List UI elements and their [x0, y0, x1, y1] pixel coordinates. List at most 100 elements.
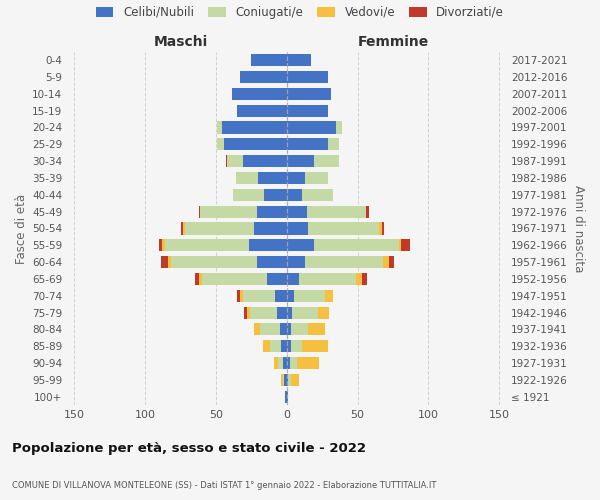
Bar	[287, 206, 307, 218]
Bar	[287, 340, 328, 352]
Bar	[287, 273, 356, 285]
Bar	[233, 188, 287, 201]
Bar	[287, 256, 383, 268]
Bar	[287, 206, 366, 218]
Bar	[287, 104, 328, 117]
Bar	[185, 222, 287, 234]
Bar	[287, 222, 308, 234]
Text: Femmine: Femmine	[358, 35, 428, 49]
Bar	[287, 222, 385, 234]
Bar	[281, 374, 287, 386]
Bar	[287, 239, 314, 252]
Bar	[275, 290, 287, 302]
Bar	[286, 390, 287, 403]
Bar	[237, 104, 287, 117]
Bar	[287, 172, 305, 184]
Bar	[195, 273, 287, 285]
Bar	[264, 188, 287, 201]
Bar	[287, 357, 296, 369]
Bar	[257, 256, 287, 268]
Text: Maschi: Maschi	[154, 35, 208, 49]
Bar	[199, 206, 287, 218]
Bar	[287, 374, 291, 386]
Bar	[247, 306, 287, 318]
Text: Popolazione per età, sesso e stato civile - 2022: Popolazione per età, sesso e stato civil…	[12, 442, 366, 455]
Text: COMUNE DI VILLANOVA MONTELEONE (SS) - Dati ISTAT 1° gennaio 2022 - Elaborazione : COMUNE DI VILLANOVA MONTELEONE (SS) - Da…	[12, 481, 436, 490]
Bar	[277, 306, 287, 318]
Bar	[284, 374, 287, 386]
Bar	[287, 273, 367, 285]
Bar	[202, 273, 287, 285]
Bar	[287, 290, 294, 302]
Bar	[287, 239, 398, 252]
Bar	[287, 188, 302, 201]
Bar	[287, 306, 329, 318]
Bar	[287, 290, 334, 302]
Bar	[224, 138, 287, 150]
Bar	[267, 273, 287, 285]
Bar	[287, 88, 331, 100]
Bar	[287, 222, 382, 234]
Bar	[287, 138, 328, 150]
Bar	[287, 290, 325, 302]
Bar	[232, 88, 287, 100]
Bar	[200, 206, 287, 218]
Bar	[287, 256, 305, 268]
Bar	[287, 138, 339, 150]
Legend: Celibi/Nubili, Coniugati/e, Vedovi/e, Divorziati/e: Celibi/Nubili, Coniugati/e, Vedovi/e, Di…	[96, 6, 504, 19]
Bar	[181, 222, 287, 234]
Bar	[251, 54, 287, 66]
Bar	[254, 324, 287, 336]
Bar	[283, 374, 287, 386]
Bar	[287, 340, 302, 352]
Bar	[287, 172, 328, 184]
Bar	[236, 172, 287, 184]
Bar	[237, 290, 287, 302]
Bar	[243, 290, 287, 302]
Bar	[287, 324, 291, 336]
Bar	[161, 256, 287, 268]
Bar	[240, 290, 287, 302]
Bar	[287, 206, 369, 218]
Bar	[287, 256, 394, 268]
Bar	[244, 306, 287, 318]
Bar	[263, 340, 287, 352]
Bar	[287, 306, 292, 318]
Bar	[243, 155, 287, 167]
Bar	[259, 172, 287, 184]
Bar	[287, 256, 389, 268]
Bar	[287, 306, 318, 318]
Bar	[287, 122, 337, 134]
Bar	[168, 256, 287, 268]
Bar	[287, 239, 410, 252]
Bar	[287, 390, 288, 403]
Bar	[287, 71, 328, 83]
Bar	[287, 340, 291, 352]
Bar	[250, 306, 287, 318]
Bar	[283, 357, 287, 369]
Bar	[287, 54, 311, 66]
Bar	[221, 122, 287, 134]
Bar	[278, 357, 287, 369]
Bar	[287, 374, 299, 386]
Bar	[287, 222, 379, 234]
Bar	[199, 273, 287, 285]
Bar	[248, 239, 287, 252]
Bar	[257, 206, 287, 218]
Bar	[270, 340, 287, 352]
Bar	[287, 374, 288, 386]
Bar	[254, 222, 287, 234]
Bar	[287, 155, 339, 167]
Bar	[287, 324, 325, 336]
Bar	[184, 222, 287, 234]
Bar	[240, 71, 287, 83]
Bar	[287, 155, 314, 167]
Bar	[280, 324, 287, 336]
Bar	[287, 273, 362, 285]
Bar	[260, 324, 287, 336]
Bar	[170, 256, 287, 268]
Bar	[217, 138, 287, 150]
Y-axis label: Anni di nascita: Anni di nascita	[572, 185, 585, 272]
Bar	[226, 155, 287, 167]
Bar	[287, 122, 342, 134]
